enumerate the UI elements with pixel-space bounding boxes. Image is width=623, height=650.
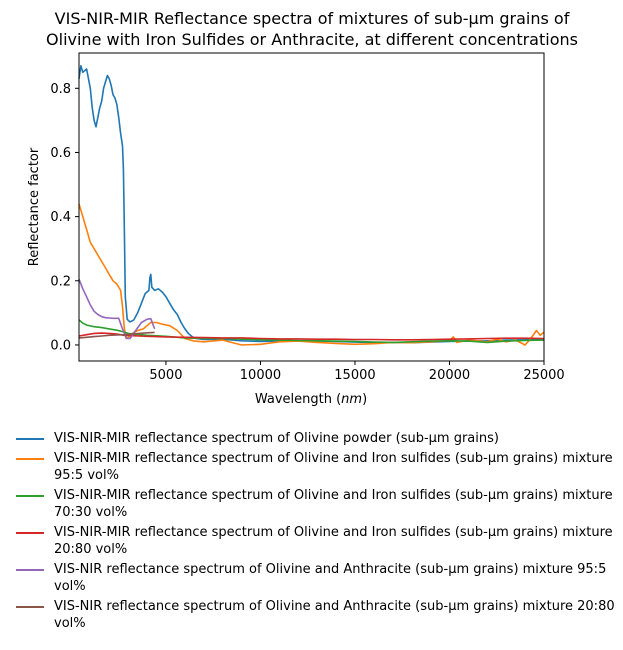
series-line-4	[78, 332, 545, 341]
plot-lines	[78, 65, 545, 346]
legend-label: VIS-NIR-MIR reflectance spectrum of Oliv…	[54, 525, 613, 557]
legend-swatch	[16, 495, 44, 497]
legend-item: VIS-NIR-MIR reflectance spectrum of Oliv…	[14, 450, 619, 484]
chart: VIS-NIR-MIR Reflectance spectra of mixtu…	[27, 9, 578, 407]
series-line-2	[78, 203, 545, 346]
legend-swatch	[16, 569, 44, 571]
legend-label: VIS-NIR-MIR reflectance spectrum of Oliv…	[54, 431, 499, 446]
x-tick-label: 15000	[334, 368, 375, 383]
x-tick-label: 10000	[240, 368, 281, 383]
legend-item: VIS-NIR reflectance spectrum of Olivine …	[14, 561, 619, 595]
legend-swatch	[16, 532, 44, 534]
legend-swatch	[16, 458, 44, 460]
legend-item: VIS-NIR-MIR reflectance spectrum of Oliv…	[14, 430, 619, 447]
legend-item: VIS-NIR-MIR reflectance spectrum of Oliv…	[14, 524, 619, 558]
y-tick-label: 0.8	[50, 82, 71, 97]
series-line-1	[78, 65, 545, 344]
y-tick-label: 0.6	[50, 146, 71, 161]
legend-label: VIS-NIR reflectance spectrum of Olivine …	[54, 599, 615, 631]
series-line-5	[78, 278, 156, 340]
chart-title-line-2: Olivine with Iron Sulfides or Anthracite…	[46, 30, 578, 49]
legend: VIS-NIR-MIR reflectance spectrum of Oliv…	[14, 430, 619, 635]
x-axis-label: Wavelength (nm)	[255, 392, 367, 407]
legend-label: VIS-NIR reflectance spectrum of Olivine …	[54, 562, 607, 594]
y-tick-label: 0.2	[50, 274, 71, 289]
x-tick-label: 20000	[429, 368, 470, 383]
series-line-3	[78, 319, 545, 344]
legend-label: VIS-NIR-MIR reflectance spectrum of Oliv…	[54, 488, 613, 520]
x-tick-label: 5000	[149, 368, 182, 383]
legend-swatch	[16, 606, 44, 608]
axis-ticks: 5000 10000 15000 20000 25000 0.0 0.2 0.4 0.6 0.8	[50, 82, 564, 383]
legend-swatch	[16, 438, 44, 440]
chart-title-line-1: VIS-NIR-MIR Reflectance spectra of mixtu…	[55, 9, 570, 28]
legend-label: VIS-NIR-MIR reflectance spectrum of Oliv…	[54, 451, 613, 483]
x-tick-label: 25000	[523, 368, 564, 383]
y-tick-label: 0.0	[50, 338, 71, 353]
y-axis-label: Reflectance factor	[27, 147, 42, 266]
legend-item: VIS-NIR reflectance spectrum of Olivine …	[14, 598, 619, 632]
plot-frame	[78, 52, 545, 362]
legend-item: VIS-NIR-MIR reflectance spectrum of Oliv…	[14, 487, 619, 521]
series-line-6	[78, 331, 155, 339]
y-tick-label: 0.4	[50, 210, 71, 225]
